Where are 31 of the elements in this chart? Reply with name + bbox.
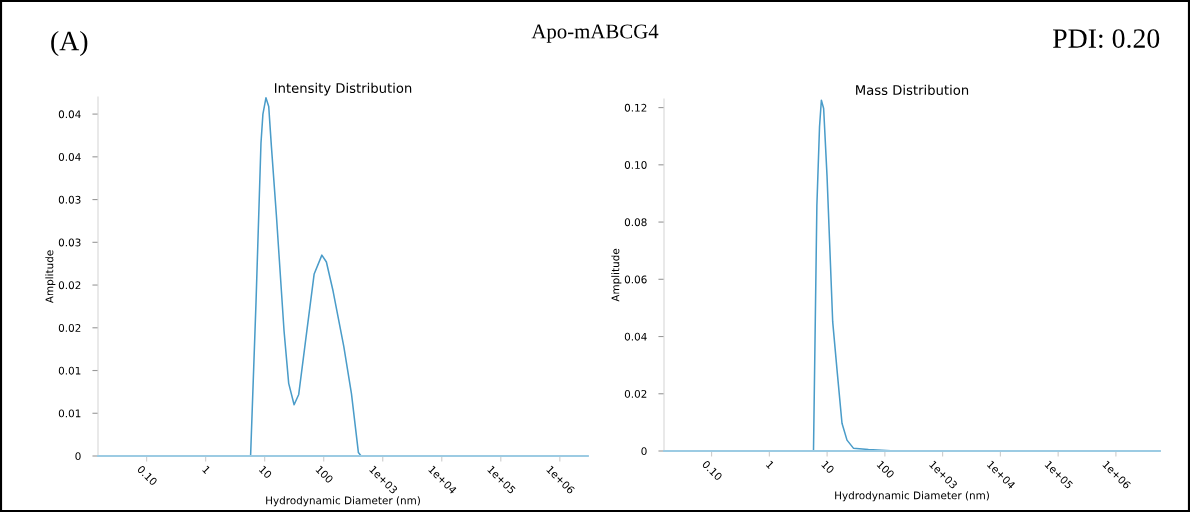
y-tick-label: 0.03	[58, 195, 81, 204]
x-tick-label: 100	[876, 460, 895, 479]
y-tick-label: 0.12	[624, 103, 647, 112]
y-tick-label: 0.01	[58, 366, 81, 375]
x-tick-label: 10	[258, 465, 273, 479]
y-tick-label: 0.08	[624, 218, 647, 227]
y-tick-label: 0.04	[624, 332, 647, 341]
x-axis-title: Hydrodynamic Diameter (nm)	[835, 491, 989, 502]
x-axis-title: Hydrodynamic Diameter (nm)	[266, 496, 420, 507]
x-tick-label: 1	[765, 460, 775, 469]
y-axis-title: Amplitude	[611, 248, 622, 302]
x-tick-label: 100	[315, 465, 334, 484]
y-tick-label: 0.02	[58, 324, 81, 332]
y-tick-label: 0.01	[58, 409, 81, 418]
text: Apo-mABCG4	[531, 24, 659, 43]
y-tick-label: 0.02	[58, 281, 81, 290]
text: (A)	[51, 30, 88, 57]
chart-title: Mass Distribution	[856, 84, 969, 96]
y-tick-label: 0.06	[624, 275, 647, 284]
y-tick-label: 0.03	[58, 238, 81, 247]
y-tick-label: 0.04	[58, 153, 81, 161]
x-tick-label: 10	[821, 460, 835, 474]
x-tick-label: 1	[202, 465, 211, 474]
y-tick-label: 0.02	[624, 389, 647, 398]
y-tick-label: 0	[75, 452, 81, 461]
y-tick-label: 0.04	[58, 110, 81, 119]
y-tick-label: 0.10	[624, 161, 647, 169]
y-axis-title: Amplitude	[45, 250, 56, 304]
text: PDI: 0.20	[1053, 29, 1160, 49]
y-tick-label: 0	[641, 447, 647, 456]
chart-title: Intensity Distribution	[275, 82, 412, 96]
